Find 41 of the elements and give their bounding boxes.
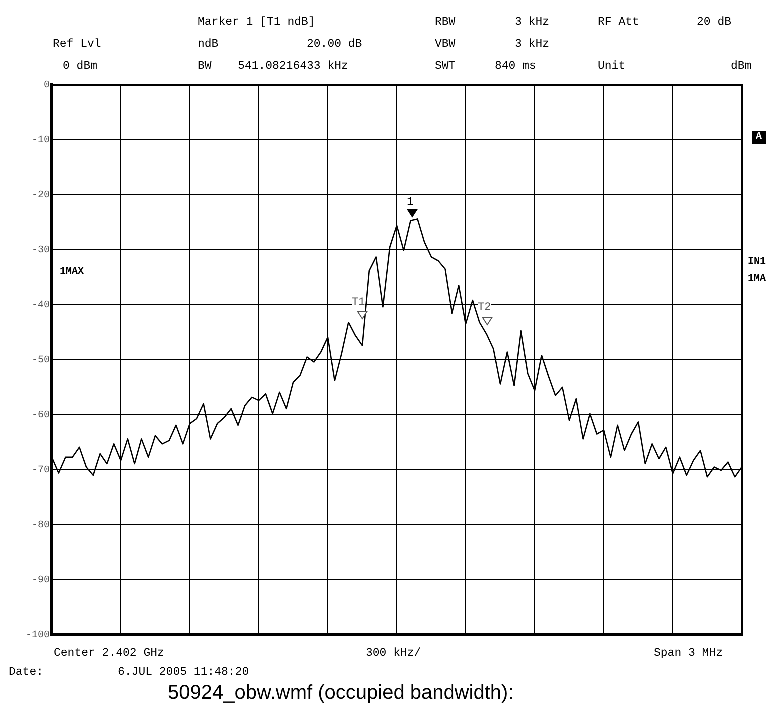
text: 300 kHz/ bbox=[366, 647, 422, 660]
text: VBW bbox=[435, 38, 456, 51]
text: BW bbox=[198, 60, 212, 73]
y-tick-label: -20 bbox=[32, 190, 50, 202]
text: 50924_obw.wmf (occupied bandwidth): bbox=[168, 682, 514, 704]
text: SWT bbox=[435, 60, 456, 73]
y-tick-label: -50 bbox=[32, 356, 50, 367]
annotation: T2 bbox=[478, 302, 492, 314]
text: 3 kHz bbox=[515, 38, 550, 51]
text: 20 dB bbox=[697, 16, 732, 29]
text: RBW bbox=[435, 16, 456, 29]
text: A bbox=[752, 131, 766, 144]
text: Center 2.402 GHz bbox=[54, 647, 164, 660]
text: RF Att bbox=[598, 16, 640, 29]
text: 1MA bbox=[748, 273, 766, 286]
text: Marker 1 [T1 ndB] bbox=[198, 16, 316, 29]
text: 6.JUL 2005 11:48:20 bbox=[118, 666, 250, 679]
text: dBm bbox=[731, 60, 752, 73]
text: 840 ms bbox=[495, 60, 536, 73]
y-tick-label: -10 bbox=[32, 136, 50, 147]
text: 541.08216433 kHz bbox=[238, 60, 348, 73]
text: ndB bbox=[198, 38, 219, 51]
annotation: 1 bbox=[407, 196, 414, 209]
y-tick-label: -100 bbox=[26, 630, 50, 642]
y-tick-label: 0 bbox=[44, 80, 50, 92]
annotation: 1MAX bbox=[60, 266, 84, 279]
text: IN1 bbox=[748, 256, 766, 269]
text: Ref Lvl bbox=[53, 38, 102, 51]
text: Date: bbox=[9, 666, 44, 679]
y-tick-label: -90 bbox=[32, 576, 50, 587]
annotation: T1 bbox=[352, 297, 366, 309]
text: 0 dBm bbox=[63, 60, 98, 73]
text: Unit bbox=[598, 60, 626, 73]
y-tick-label: -70 bbox=[32, 466, 50, 477]
text: 20.00 dB bbox=[307, 38, 362, 51]
text: Span 3 MHz bbox=[654, 647, 724, 660]
text: 3 kHz bbox=[515, 16, 550, 29]
y-tick-label: -40 bbox=[32, 300, 50, 312]
y-tick-label: -60 bbox=[32, 410, 50, 422]
y-tick-label: -80 bbox=[32, 520, 50, 532]
y-tick-label: -30 bbox=[32, 246, 50, 257]
